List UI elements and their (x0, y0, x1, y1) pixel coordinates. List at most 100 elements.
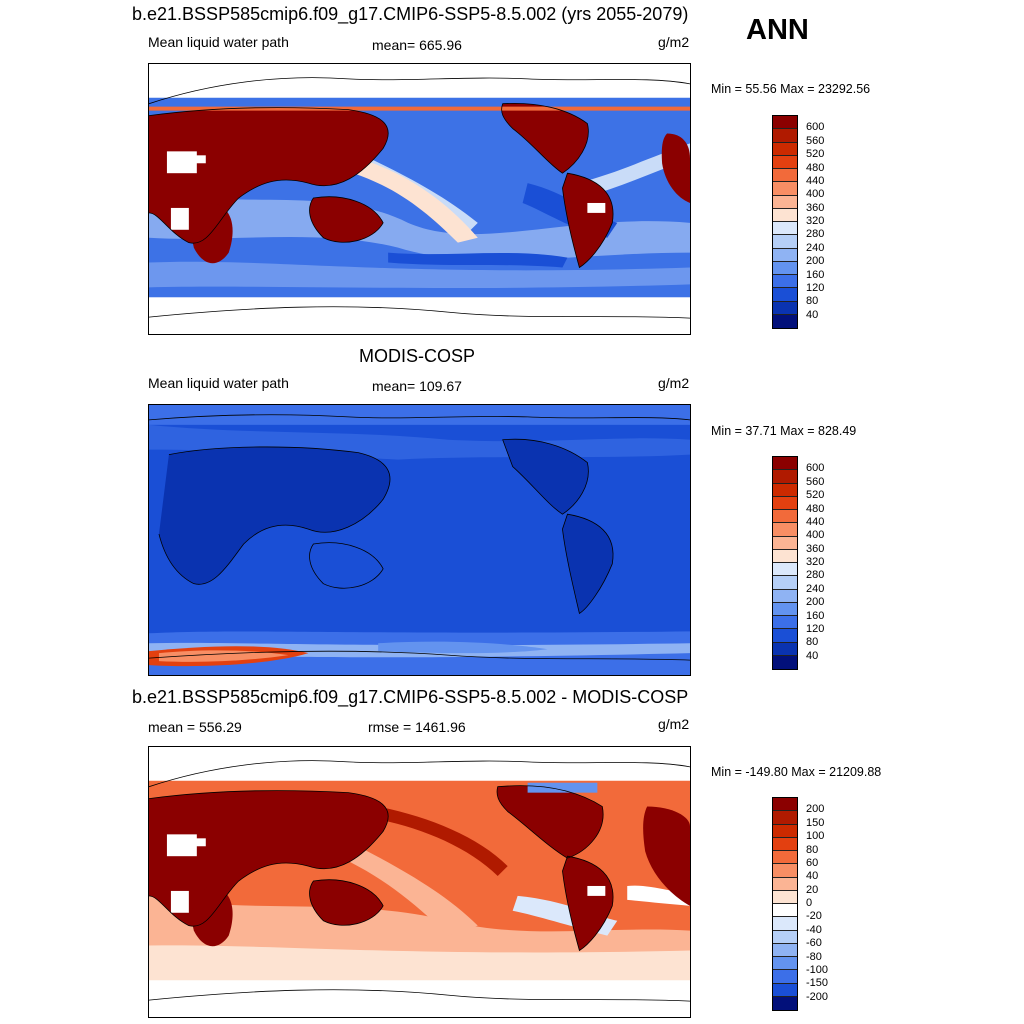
colorbar-segment (773, 798, 797, 812)
colorbar-segment (773, 957, 797, 971)
colorbar-segment (773, 483, 797, 497)
colorbar-tick-label: 360 (806, 542, 825, 555)
colorbar-tick-label: 520 (806, 148, 825, 161)
colorbar-tick-label: 20 (806, 883, 819, 896)
colorbar-segment (773, 917, 797, 931)
panel-1-minmax: Min = 55.56 Max = 23292.56 (711, 82, 871, 96)
colorbar-segment (773, 904, 797, 918)
panel-3-colorbar (772, 797, 798, 1011)
colorbar-tick-label: 60 (806, 856, 819, 869)
colorbar-segment (773, 496, 797, 510)
panel-1-mean-label: mean= 665.96 (372, 37, 462, 53)
colorbar-segment (773, 208, 797, 222)
colorbar-tick-label: 40 (806, 308, 819, 321)
colorbar-segment (773, 629, 797, 643)
colorbar-tick-label: 200 (806, 803, 825, 816)
colorbar-tick-label: 520 (806, 489, 825, 502)
colorbar-tick-label: -60 (806, 937, 822, 950)
colorbar-segment (773, 457, 797, 471)
colorbar-tick-label: -20 (806, 910, 822, 923)
colorbar-segment (773, 235, 797, 249)
colorbar-segment (773, 523, 797, 537)
colorbar-tick-label: 320 (806, 215, 825, 227)
colorbar-tick-label: 40 (806, 649, 819, 662)
panel-2-map (148, 404, 691, 676)
colorbar-segment (773, 970, 797, 984)
colorbar-tick-label: -40 (806, 923, 822, 936)
colorbar-tick-label: -80 (806, 950, 822, 963)
panel-3-rmse-label: rmse = 1461.96 (368, 719, 466, 735)
colorbar-segment (773, 248, 797, 262)
colorbar-tick-label: 200 (806, 596, 825, 609)
panel-1-units: g/m2 (658, 34, 690, 50)
colorbar-segment (773, 563, 797, 577)
colorbar-tick-label: -100 (806, 963, 829, 976)
colorbar-segment (773, 549, 797, 563)
colorbar-segment (773, 301, 797, 315)
colorbar-segment (773, 811, 797, 825)
panel-2-colorbar (772, 456, 798, 670)
colorbar-segment (773, 996, 797, 1010)
panel-2-units: g/m2 (658, 375, 690, 391)
panel-2-minmax: Min = 37.71 Max = 828.49 (711, 424, 857, 438)
colorbar-tick-label: 120 (806, 281, 825, 294)
colorbar-tick-label: 320 (806, 556, 825, 568)
panel-1-variable-label: Mean liquid water path (148, 34, 289, 50)
colorbar-segment (773, 851, 797, 865)
colorbar-tick-label: 480 (806, 502, 825, 515)
colorbar-tick-label: 150 (806, 816, 825, 829)
panel-3-units: g/m2 (658, 716, 690, 732)
colorbar-segment (773, 877, 797, 891)
colorbar-segment (773, 261, 797, 275)
colorbar-segment (773, 943, 797, 957)
colorbar-segment (773, 510, 797, 524)
colorbar-segment (773, 275, 797, 289)
colorbar-tick-label: 280 (806, 228, 825, 241)
colorbar-segment (773, 169, 797, 183)
colorbar-segment (773, 642, 797, 656)
colorbar-segment (773, 182, 797, 196)
colorbar-segment (773, 195, 797, 209)
colorbar-segment (773, 837, 797, 851)
colorbar-segment (773, 142, 797, 156)
colorbar-segment (773, 983, 797, 997)
panel-1-title: b.e21.BSSP585cmip6.f09_g17.CMIP6-SSP5-8.… (132, 4, 689, 24)
colorbar-tick-label: 440 (806, 174, 825, 187)
season-label: ANN (746, 14, 809, 46)
colorbar-tick-label: 120 (806, 622, 825, 635)
colorbar-tick-label: 240 (806, 241, 825, 254)
colorbar-segment (773, 824, 797, 838)
colorbar-segment (773, 288, 797, 302)
panel-3-mean-label: mean = 556.29 (148, 719, 242, 735)
panel-2-mean-label: mean= 109.67 (372, 378, 462, 394)
colorbar-tick-label: 360 (806, 201, 825, 214)
panel-3-map (148, 746, 691, 1018)
colorbar-tick-label: 400 (806, 529, 825, 542)
colorbar-segment (773, 864, 797, 878)
colorbar-tick-label: 600 (806, 462, 825, 475)
colorbar-tick-label: 400 (806, 188, 825, 201)
colorbar-tick-label: 280 (806, 569, 825, 582)
colorbar-segment (773, 655, 797, 669)
colorbar-tick-label: 480 (806, 161, 825, 174)
colorbar-tick-label: 0 (806, 897, 813, 909)
colorbar-tick-label: 100 (806, 830, 825, 843)
colorbar-segment (773, 222, 797, 236)
panel-3-minmax: Min = -149.80 Max = 21209.88 (711, 765, 882, 779)
colorbar-tick-label: 440 (806, 515, 825, 528)
panel-2-variable-label: Mean liquid water path (148, 375, 289, 391)
colorbar-tick-label: 40 (806, 870, 819, 883)
colorbar-tick-label: 600 (806, 121, 825, 134)
colorbar-tick-label: 80 (806, 843, 819, 856)
colorbar-segment (773, 576, 797, 590)
colorbar-tick-label: 80 (806, 636, 819, 649)
colorbar-tick-label: 240 (806, 582, 825, 595)
colorbar-segment (773, 930, 797, 944)
colorbar-segment (773, 589, 797, 603)
panel-2-title: MODIS-COSP (359, 346, 476, 366)
colorbar-segment (773, 129, 797, 143)
colorbar-segment (773, 116, 797, 130)
colorbar-tick-label: 160 (806, 268, 825, 281)
colorbar-tick-label: 560 (806, 134, 825, 147)
colorbar-tick-label: 560 (806, 475, 825, 488)
